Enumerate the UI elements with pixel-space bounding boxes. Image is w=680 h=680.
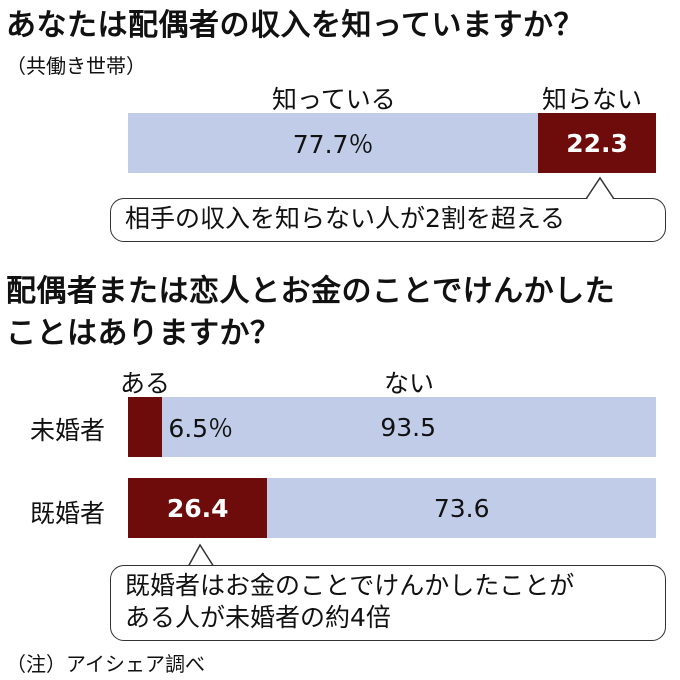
q2-title-line1: 配偶者または恋人とお金のことでけんかした [6,274,616,309]
q2-callout-pointer [187,543,215,568]
bar-segment-dont-know: 22.3 [538,113,656,173]
legend-no: ない [384,369,435,398]
footnote: （注）アイシェア調べ [6,652,205,676]
bar-segment-unmarried-yes [128,397,163,457]
q2-callout-line2: ある人が未婚者の約4倍 [125,603,391,632]
legend-know: 知っている [272,85,396,114]
bar-segment-unmarried-no: 6.5％ 93.5 [162,397,656,457]
data-label-dont-know: 22.3 [566,128,628,158]
q1-callout-pointer [585,176,615,200]
q1-callout-text: 相手の収入を知らない人が2割を超える [125,204,566,233]
data-label-married-yes: 26.4 [166,493,229,523]
q1-subtitle: （共働き世帯） [6,54,146,78]
q2-title-line2: ことはありますか？ [6,316,281,351]
unmarried-stacked-bar: 6.5％ 93.5 [128,397,656,457]
q2-callout: 既婚者はお金のことでけんかしたことが ある人が未婚者の約4倍 [110,565,666,641]
legend-dont-know: 知らない [542,85,643,114]
bar-segment-know: 77.7％ [128,113,539,173]
data-label-know: 77.7％ [292,130,374,159]
q1-title: あなたは配偶者の収入を知っていますか？ [6,8,584,43]
bar-segment-married-yes: 26.4 [128,478,268,538]
row-label-married: 既婚者 [30,499,106,528]
bar-segment-married-no: 73.6 [267,478,656,538]
q2-callout-line1: 既婚者はお金のことでけんかしたことが [125,571,575,600]
data-label-married-no: 73.6 [433,493,490,523]
q1-callout: 相手の収入を知らない人が2割を超える [110,198,666,242]
data-label-unmarried-no: 93.5 [380,412,436,442]
q1-stacked-bar: 77.7％ 22.3 [128,113,656,173]
data-label-unmarried-yes: 6.5％ [168,414,234,443]
row-label-unmarried: 未婚者 [30,416,106,445]
married-stacked-bar: 26.4 73.6 [128,478,656,538]
legend-yes: ある [120,369,171,398]
